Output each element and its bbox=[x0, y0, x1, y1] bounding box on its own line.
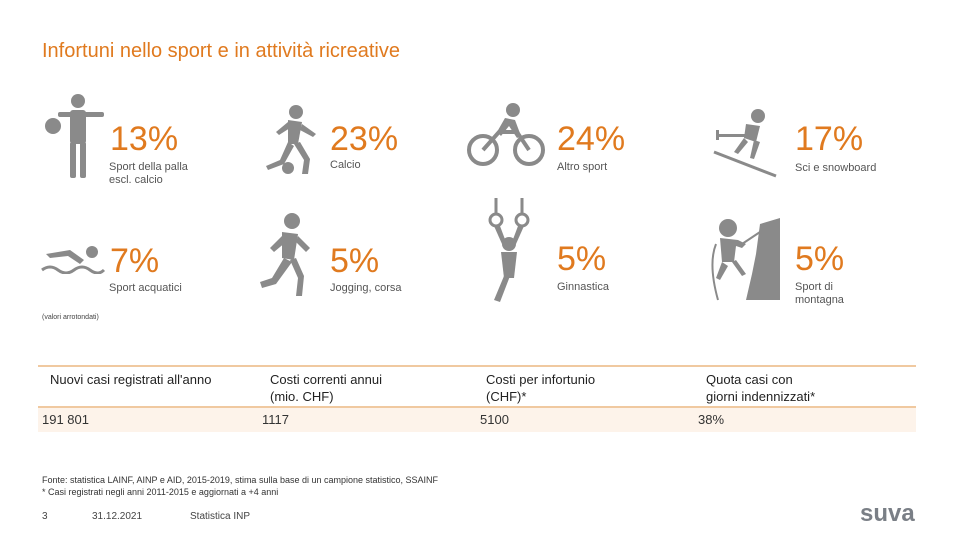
table-value-row bbox=[38, 408, 916, 432]
gymnast-rings-icon bbox=[488, 198, 530, 302]
skier-icon bbox=[713, 109, 777, 178]
label-water: Sport acquatici bbox=[109, 282, 182, 294]
pct-jogging: 5% bbox=[330, 242, 380, 280]
ball-player-icon bbox=[45, 94, 104, 178]
value-new-cases: 191 801 bbox=[42, 412, 89, 427]
footer-date: 31.12.2021 bbox=[92, 511, 143, 522]
pct-ball-sports: 13% bbox=[110, 120, 179, 158]
label-gym: Ginnastica bbox=[557, 281, 609, 293]
label-other-sports: Altro sport bbox=[557, 161, 608, 173]
table-top-rule bbox=[38, 365, 916, 367]
footer-label: Statistica INP bbox=[190, 511, 251, 522]
page-number: 3 bbox=[42, 511, 48, 522]
label-ball-sports-text: Sport della palla escl. calcio bbox=[109, 161, 188, 186]
source-line-2: * Casi registrati negli anni 2011-2015 e… bbox=[42, 487, 279, 497]
value-annual-costs: 1117 bbox=[262, 412, 289, 427]
football-player-icon bbox=[266, 105, 316, 174]
runner-icon bbox=[260, 213, 310, 296]
suva-logo: suva bbox=[860, 500, 915, 527]
label-ball-sports: Sport della palla escl. calcio bbox=[109, 161, 188, 187]
pct-other-sports: 24% bbox=[557, 120, 626, 158]
pct-gym: 5% bbox=[557, 240, 607, 278]
pct-ski: 17% bbox=[795, 120, 864, 158]
swimmer-icon bbox=[41, 246, 106, 274]
header-cost-per-injury: Costi per infortunio (CHF)* bbox=[486, 372, 596, 404]
label-jogging: Jogging, corsa bbox=[330, 282, 402, 294]
table-mid-rule bbox=[38, 406, 916, 408]
label-mountain: Sport di montagna bbox=[795, 281, 844, 307]
source-note: Fonte: statistica LAINF, AINP e AID, 201… bbox=[42, 474, 438, 498]
rounding-note: (valori arrotondati) bbox=[42, 314, 99, 321]
climber-icon bbox=[711, 218, 780, 301]
stats-table: Nuovi casi registrati all'anno Costi cor… bbox=[38, 365, 916, 433]
label-football: Calcio bbox=[330, 159, 361, 171]
pct-mountain: 5% bbox=[795, 240, 845, 278]
header-new-cases: Nuovi casi registrati all'anno bbox=[50, 372, 212, 387]
value-compensated-share: 38% bbox=[698, 412, 725, 427]
label-ski: Sci e snowboard bbox=[795, 162, 877, 174]
header-annual-costs: Costi correnti annui (mio. CHF) bbox=[270, 372, 382, 404]
cyclist-icon bbox=[467, 103, 545, 166]
source-line-1: Fonte: statistica LAINF, AINP e AID, 201… bbox=[42, 475, 439, 485]
value-cost-per-injury: 5100 bbox=[480, 412, 509, 427]
pct-football: 23% bbox=[330, 120, 399, 158]
label-mountain-text: Sport di montagna bbox=[795, 281, 844, 306]
header-compensated-share: Quota casi con giorni indennizzati* bbox=[706, 372, 816, 404]
page-title: Infortuni nello sport e in attività ricr… bbox=[42, 40, 400, 62]
pct-water: 7% bbox=[110, 242, 160, 280]
